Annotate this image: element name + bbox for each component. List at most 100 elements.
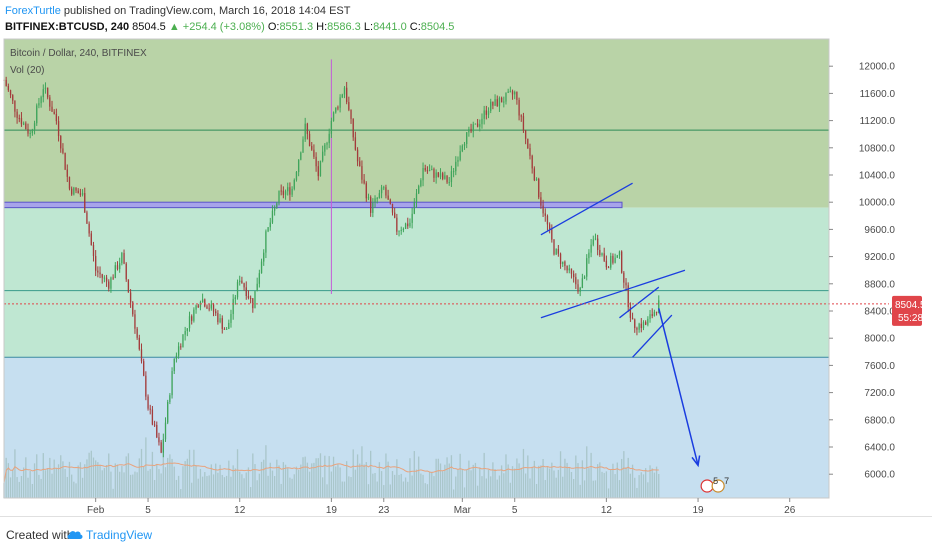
candle-body [188, 316, 191, 329]
y-tick-label: 6800.0 [864, 415, 895, 426]
candle-body [616, 255, 618, 258]
volume-bar [112, 488, 114, 498]
candle-body [138, 337, 140, 350]
volume-bar [42, 453, 44, 498]
candle-body [559, 253, 562, 265]
price-chart[interactable]: 12000.0 11600.0 11200.0 10800.0 10400.0 10000… [0, 38, 932, 516]
tradingview-link[interactable]: TradingView [86, 528, 153, 542]
publish-info: published on TradingView.com, March 16, … [60, 5, 351, 17]
volume-bar [29, 471, 31, 498]
candle-body [145, 375, 147, 397]
volume-bar [409, 458, 411, 498]
x-tick-label: 12 [234, 505, 246, 516]
volume-bar [241, 474, 243, 498]
candle-body [529, 147, 531, 156]
volume-bar [16, 477, 18, 498]
volume-bar [383, 485, 385, 498]
time-axis[interactable]: Feb 5 12 19 23 Mar 5 12 19 26 [87, 498, 796, 516]
candle-body [466, 132, 468, 145]
candle-body [55, 114, 58, 122]
candle-body [507, 91, 509, 93]
candle-body [324, 144, 326, 152]
volume-bar [60, 455, 62, 498]
volume-bar [125, 456, 127, 498]
volume-bar [507, 464, 509, 498]
candle-body [42, 89, 44, 98]
volume-bar [79, 462, 82, 498]
created-with-label: Created with [6, 528, 74, 542]
volume-ma-line [3, 462, 659, 484]
chart-area[interactable]: 12000.0 11600.0 11200.0 10800.0 10400.0 10000… [0, 38, 932, 516]
symbol-label: BITFINEX:BTCUSD, 240 [5, 21, 130, 33]
candle-body [247, 295, 250, 298]
volume-bar [260, 461, 263, 498]
last-price-badge: 8504.5 [895, 300, 926, 311]
volume-bar [343, 481, 346, 498]
candle-body [212, 304, 215, 312]
volume-bars [3, 437, 660, 498]
candle-body [396, 217, 398, 232]
candle-body [380, 187, 383, 194]
volume-bar [551, 462, 553, 498]
candle-body [57, 121, 60, 137]
candle-body [599, 249, 601, 255]
volume-bar [252, 453, 254, 498]
candle-body [640, 323, 642, 328]
candle-body [503, 101, 505, 103]
volume-bar [415, 469, 418, 498]
volume-bar [326, 484, 328, 498]
candle-body [273, 207, 276, 211]
arrow-head [691, 455, 701, 468]
candle-body [586, 258, 588, 277]
candle-body [291, 188, 293, 195]
volume-bar [428, 471, 431, 498]
candle-body [605, 260, 608, 268]
candle-body [230, 314, 232, 323]
author-link[interactable]: ForexTurtle [5, 5, 61, 17]
volume-bar [607, 488, 610, 498]
volume-bar [332, 456, 335, 498]
volume-bar [352, 449, 354, 498]
volume-bar [114, 463, 116, 498]
volume-bar [129, 474, 132, 498]
volume-bar [287, 468, 289, 498]
candle-body [171, 371, 173, 396]
volume-bar [653, 472, 656, 498]
cloud-icon[interactable] [66, 527, 84, 541]
volume-bar [435, 458, 437, 498]
candle-body [308, 133, 311, 147]
price-axis[interactable]: 12000.0 11600.0 11200.0 10800.0 10400.0 10000… [829, 62, 895, 481]
candle-body [5, 79, 7, 87]
candle-body [276, 203, 278, 208]
volume-bar [156, 463, 158, 498]
volume-bar [498, 475, 501, 498]
volume-bar [476, 485, 479, 498]
candle-body [319, 160, 322, 177]
candle-body [121, 253, 123, 264]
volume-bar [583, 480, 586, 498]
close-label: C: [409, 21, 421, 33]
candle-body [409, 222, 411, 227]
volume-bar [193, 449, 195, 498]
candle-body [243, 283, 245, 288]
volume-bar [123, 472, 125, 498]
candle-body [433, 169, 435, 178]
candle-body [223, 328, 226, 330]
candle-body [446, 175, 448, 183]
volume-bar [66, 476, 68, 498]
candle-body [398, 230, 400, 232]
volume-bar [448, 463, 450, 498]
candle-body [474, 123, 477, 125]
candle-body [84, 193, 86, 213]
volume-bar [634, 477, 636, 498]
x-tick-label: 19 [692, 505, 704, 516]
volume-bar [73, 481, 75, 498]
candle-body [546, 215, 549, 225]
volume-bar [559, 451, 562, 498]
candle-body [169, 395, 171, 402]
candle-body [12, 95, 14, 101]
candle-body [68, 176, 71, 189]
candle-body [428, 170, 431, 172]
volume-bar [614, 474, 616, 498]
